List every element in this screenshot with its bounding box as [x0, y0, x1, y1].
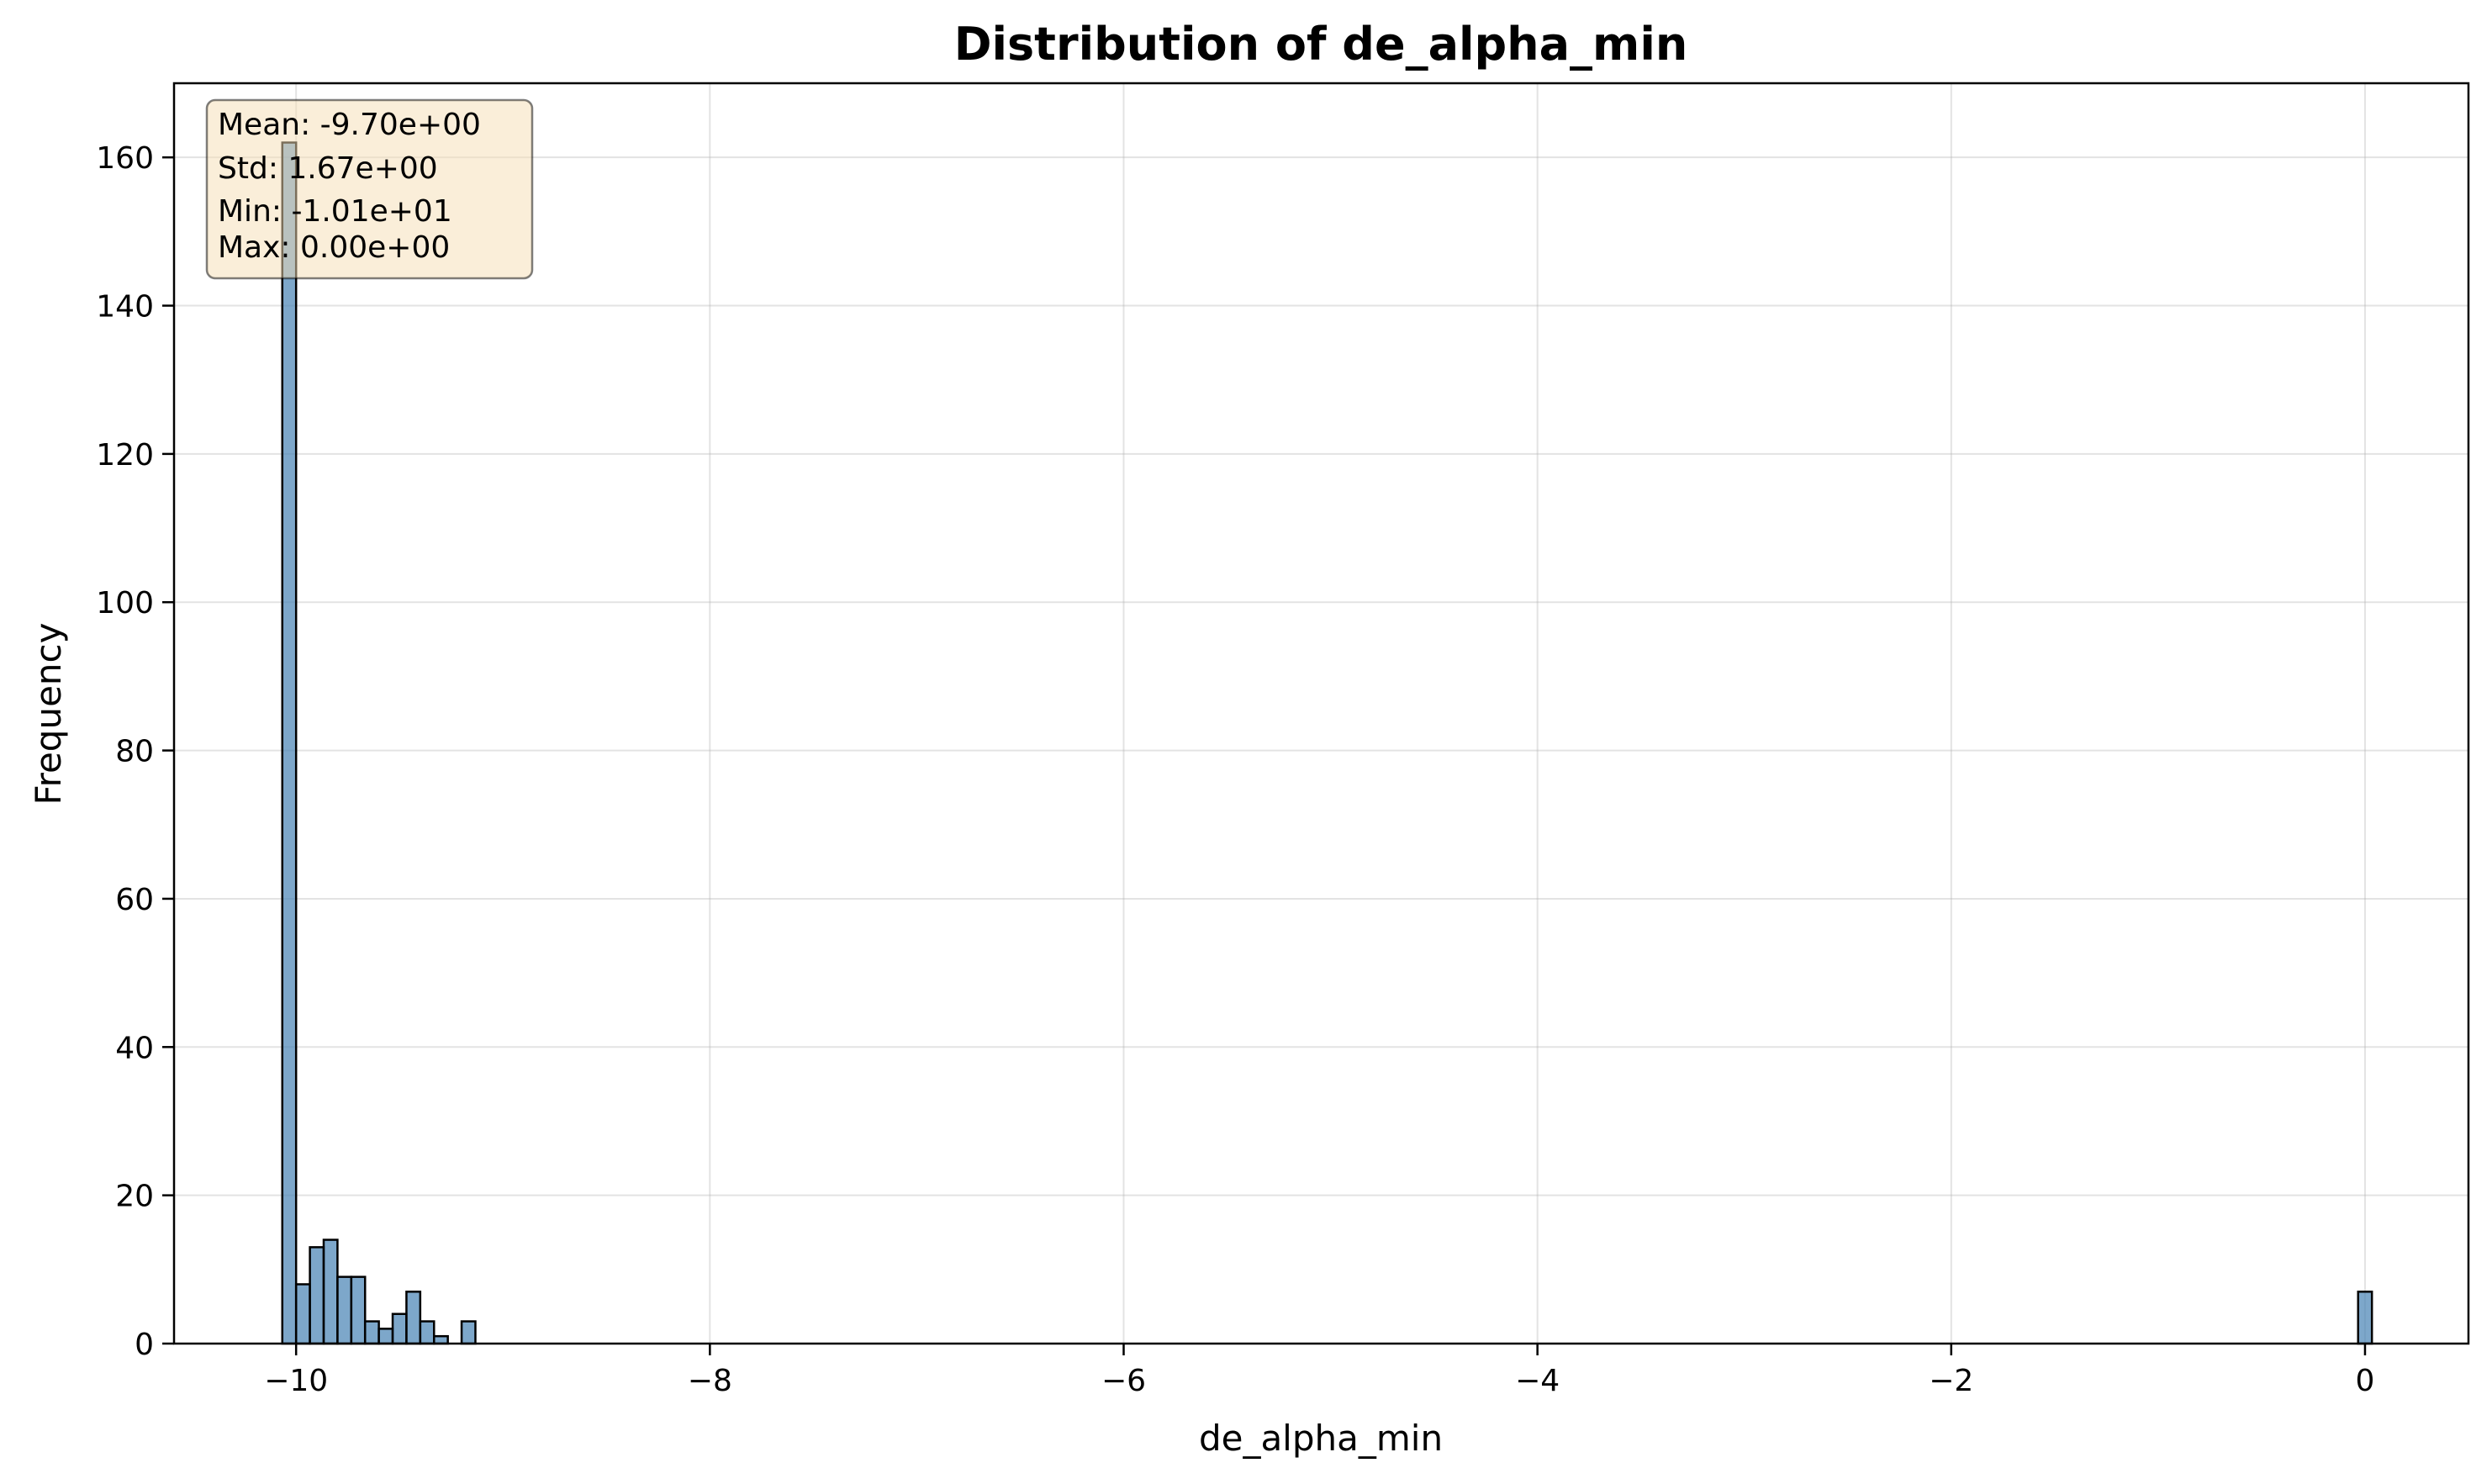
histogram-bar [363, 1320, 380, 1345]
histogram-bar [294, 1283, 311, 1345]
histogram-bar [281, 141, 298, 1345]
y-tick-label: 20 [115, 1180, 154, 1214]
histogram-bar [322, 1238, 339, 1345]
histogram-bar [2357, 1291, 2373, 1345]
histogram-bar [350, 1275, 367, 1345]
histogram-bars [281, 141, 2373, 1345]
y-tick-label: 60 [115, 883, 154, 917]
x-tick-label: −10 [264, 1364, 328, 1398]
x-tick-label: −2 [1929, 1364, 1973, 1398]
y-tick-label: 120 [96, 438, 154, 473]
histogram-bar [432, 1334, 449, 1345]
y-tick-label: 0 [135, 1328, 154, 1362]
stats-min: Min: -1.01e+01 [218, 194, 452, 229]
y-tick-label: 40 [115, 1031, 154, 1065]
y-tick-label: 140 [96, 290, 154, 325]
x-axis-ticks: −10 −8 −6 −4 −2 0 [264, 1344, 2374, 1398]
y-tick-label: 80 [115, 735, 154, 769]
histogram-bar [377, 1328, 394, 1345]
histogram-bar [419, 1320, 436, 1345]
histogram-bar [309, 1246, 325, 1345]
y-axis-label: Frequency [28, 623, 69, 805]
y-axis-ticks: 0 20 40 60 80 100 120 140 160 [96, 141, 174, 1362]
x-tick-label: −6 [1101, 1364, 1146, 1398]
chart-title: Distribution of de_alpha_min [954, 18, 1688, 71]
y-tick-label: 100 [96, 586, 154, 621]
grid-lines [174, 83, 2468, 1344]
stats-box: Mean: -9.70e+00 Std: 1.67e+00 Min: -1.01… [205, 98, 534, 280]
histogram-bar [460, 1320, 477, 1345]
plot-frame [172, 82, 2470, 1345]
stats-std: Std: 1.67e+00 [218, 151, 438, 186]
x-tick-label: 0 [2356, 1364, 2375, 1398]
y-tick-label: 160 [96, 141, 154, 176]
x-tick-label: −4 [1515, 1364, 1560, 1398]
x-tick-label: −8 [688, 1364, 732, 1398]
histogram-bar [405, 1291, 422, 1345]
stats-box-background [205, 98, 534, 280]
stats-mean: Mean: -9.70e+00 [218, 108, 481, 142]
histogram-bar [391, 1312, 408, 1345]
x-axis-label: de_alpha_min [1199, 1418, 1443, 1459]
stats-max: Max: 0.00e+00 [218, 230, 450, 265]
histogram-bar [336, 1275, 353, 1345]
